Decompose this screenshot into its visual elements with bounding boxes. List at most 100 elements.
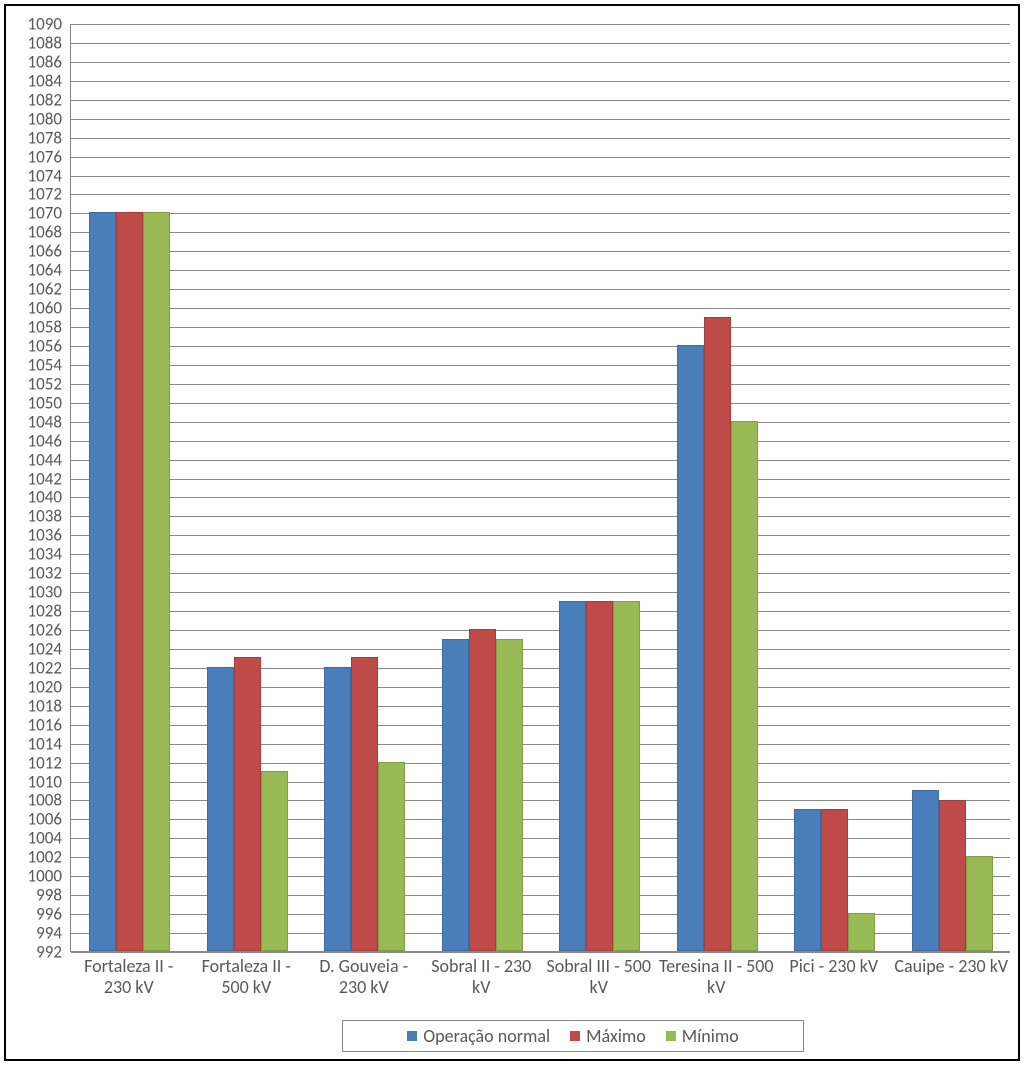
bar — [261, 771, 288, 951]
gridline — [71, 554, 1010, 555]
bar — [116, 212, 143, 951]
x-category-label: Cauipe - 230 kV — [893, 956, 1010, 977]
y-tick-label: 1040 — [10, 489, 62, 506]
gridline — [71, 460, 1010, 461]
gridline — [71, 592, 1010, 593]
y-tick-label: 1080 — [10, 110, 62, 127]
legend-swatch-icon — [666, 1031, 676, 1041]
chart-frame: 9929949969981000100210041006100810101012… — [4, 4, 1020, 1061]
y-tick-label: 1020 — [10, 678, 62, 695]
y-tick-label: 1058 — [10, 319, 62, 336]
y-tick-label: 1086 — [10, 53, 62, 70]
bar — [966, 856, 993, 951]
y-tick-label: 1074 — [10, 167, 62, 184]
y-tick-label: 1024 — [10, 640, 62, 657]
gridline — [71, 251, 1010, 252]
chart-legend: Operação normal Máximo Mínimo — [342, 1020, 804, 1052]
y-tick-label: 1056 — [10, 337, 62, 354]
bar — [378, 762, 405, 951]
x-category-label: Sobral II - 230 kV — [423, 956, 540, 997]
gridline — [71, 346, 1010, 347]
gridline — [71, 535, 1010, 536]
gridline — [71, 611, 1010, 612]
bar — [234, 657, 261, 951]
y-tick-label: 994 — [10, 925, 62, 942]
gridline — [71, 365, 1010, 366]
bar — [496, 639, 523, 951]
legend-label: Operação normal — [423, 1025, 550, 1047]
legend-item-operacao-normal: Operação normal — [407, 1025, 550, 1047]
gridline — [71, 43, 1010, 44]
x-category-label: Teresina II - 500 kV — [658, 956, 775, 997]
gridline — [71, 194, 1010, 195]
y-tick-label: 1030 — [10, 584, 62, 601]
y-tick-label: 1088 — [10, 34, 62, 51]
x-category-label: Sobral III - 500 kV — [540, 956, 657, 997]
y-tick-label: 1082 — [10, 91, 62, 108]
y-tick-label: 1004 — [10, 830, 62, 847]
gridline — [71, 384, 1010, 385]
bar — [821, 809, 848, 951]
y-tick-label: 1064 — [10, 262, 62, 279]
gridline — [71, 308, 1010, 309]
y-tick-label: 1078 — [10, 129, 62, 146]
y-tick-label: 998 — [10, 887, 62, 904]
bar — [848, 913, 875, 951]
bar — [351, 657, 378, 951]
legend-swatch-icon — [407, 1031, 417, 1041]
y-tick-label: 1072 — [10, 186, 62, 203]
gridline — [71, 119, 1010, 120]
x-category-label: Fortaleza II - 500 kV — [188, 956, 305, 997]
y-tick-label: 1070 — [10, 205, 62, 222]
y-tick-label: 992 — [10, 944, 62, 961]
y-tick-label: 1006 — [10, 811, 62, 828]
gridline — [71, 157, 1010, 158]
legend-label: Máximo — [586, 1025, 646, 1047]
gridline — [71, 479, 1010, 480]
y-tick-label: 1000 — [10, 868, 62, 885]
y-tick-label: 1014 — [10, 735, 62, 752]
gridline — [71, 422, 1010, 423]
y-tick-label: 1010 — [10, 773, 62, 790]
bar — [613, 601, 640, 951]
bar — [731, 421, 758, 951]
y-tick-label: 1044 — [10, 451, 62, 468]
gridline — [71, 213, 1010, 214]
bar — [469, 629, 496, 951]
y-tick-label: 1036 — [10, 527, 62, 544]
gridline — [71, 176, 1010, 177]
gridline — [71, 403, 1010, 404]
bar — [442, 639, 469, 951]
legend-label: Mínimo — [682, 1025, 739, 1047]
gridline — [71, 952, 1010, 953]
gridline — [71, 100, 1010, 101]
bar — [704, 317, 731, 951]
y-tick-label: 1068 — [10, 224, 62, 241]
gridline — [71, 497, 1010, 498]
gridline — [71, 24, 1010, 25]
bar — [207, 667, 234, 951]
y-tick-label: 996 — [10, 906, 62, 923]
gridline — [71, 232, 1010, 233]
gridline — [71, 327, 1010, 328]
gridline — [71, 138, 1010, 139]
y-tick-label: 1046 — [10, 432, 62, 449]
plot-area — [70, 24, 1010, 952]
y-tick-label: 1052 — [10, 375, 62, 392]
y-tick-label: 1050 — [10, 394, 62, 411]
legend-item-maximo: Máximo — [570, 1025, 646, 1047]
bar — [912, 790, 939, 951]
y-tick-label: 1026 — [10, 622, 62, 639]
bar — [559, 601, 586, 951]
y-tick-label: 1012 — [10, 754, 62, 771]
gridline — [71, 441, 1010, 442]
y-tick-label: 1048 — [10, 413, 62, 430]
bar — [794, 809, 821, 951]
gridline — [71, 62, 1010, 63]
bar — [939, 800, 966, 952]
gridline — [71, 516, 1010, 517]
gridline — [71, 649, 1010, 650]
y-tick-label: 1060 — [10, 300, 62, 317]
x-category-label: Pici - 230 kV — [775, 956, 892, 977]
y-tick-label: 1028 — [10, 603, 62, 620]
